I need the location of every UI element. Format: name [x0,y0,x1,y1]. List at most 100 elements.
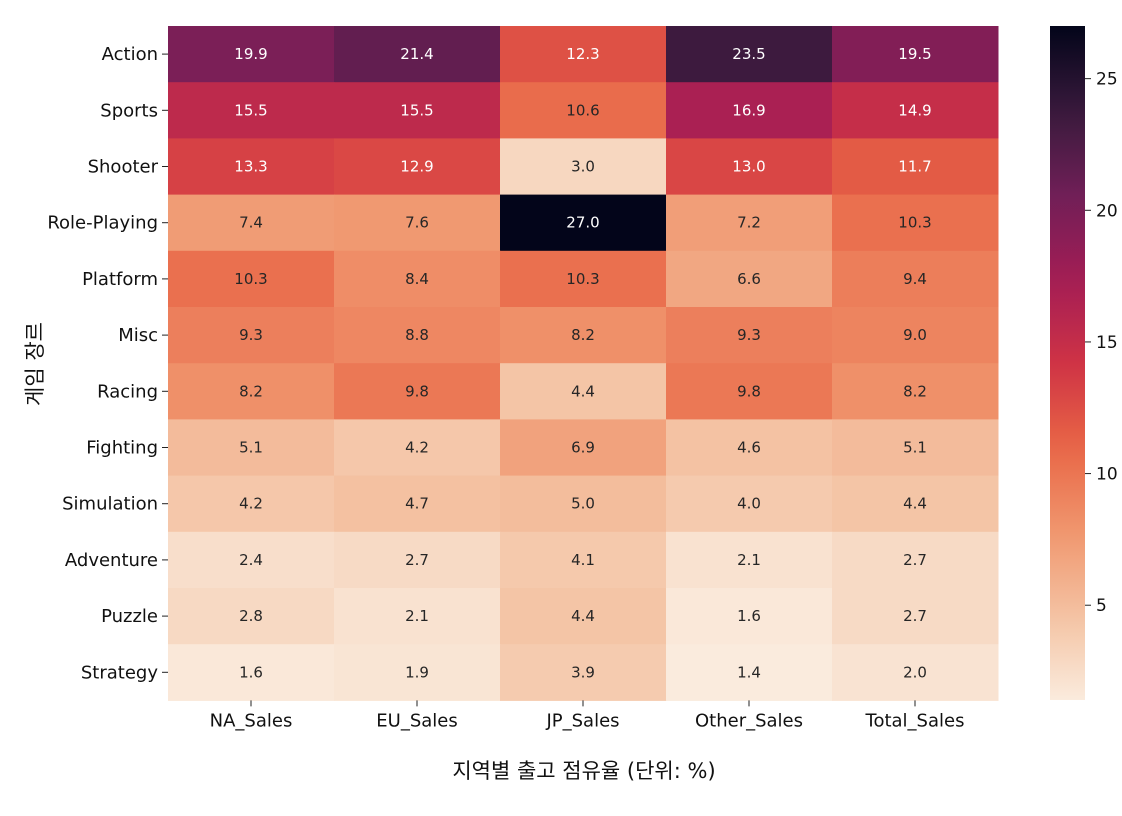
cell-value-label: 4.7 [405,495,429,513]
heatmap-cell [832,138,999,196]
heatmap-cell [168,531,335,589]
heatmap-cell [666,475,833,533]
cell-value-label: 21.4 [400,45,433,63]
y-tick-label: Action [102,44,158,65]
heatmap-cell [334,475,501,533]
x-axis: NA_Sales EU_Sales JP_Sales Other_Sales Total… [210,700,965,731]
cell-value-label: 2.1 [405,607,429,625]
cell-value-label: 19.5 [898,45,931,63]
heatmap-cell [168,363,335,420]
cell-annotations: 19.9 21.4 12.3 23.5 19.5 15.5 15.5 10.6 16.9 14.9… [234,45,931,681]
cell-value-label: 7.4 [239,214,263,232]
cell-value-label: 9.3 [239,326,263,344]
cell-value-label: 12.9 [400,158,433,176]
heatmap-cell [168,194,335,252]
y-tick-label: Racing [97,381,158,402]
cell-value-label: 4.0 [737,495,761,513]
cell-value-label: 1.9 [405,663,429,681]
y-axis-label: 게임 장르 [23,322,47,406]
cell-value-label: 4.4 [571,607,595,625]
cell-value-label: 2.8 [239,607,263,625]
y-tick-label: Adventure [65,550,158,571]
cell-value-label: 4.2 [239,495,263,513]
y-tick-label: Puzzle [101,606,158,627]
heatmap-cell [168,250,335,308]
cell-value-label: 15.5 [234,101,267,119]
heatmap-cell [666,644,833,701]
cell-value-label: 10.3 [234,270,267,288]
cell-value-label: 15.5 [400,101,433,119]
cell-value-label: 2.4 [239,551,263,569]
heatmap-cell [334,194,501,252]
cell-value-label: 9.8 [405,382,429,400]
cell-value-label: 2.7 [903,607,927,625]
heatmap-cell [832,307,999,364]
heatmap-cell [666,250,833,308]
heatmap-cell [832,250,999,308]
heatmap-cell [666,82,833,139]
cell-value-label: 10.3 [566,270,599,288]
x-tick-label: NA_Sales [210,710,293,731]
cell-value-label: 8.2 [903,382,927,400]
heatmap-cell [168,82,335,139]
cell-value-label: 4.4 [903,495,927,513]
cell-value-label: 9.8 [737,382,761,400]
cell-value-label: 23.5 [732,45,765,63]
heatmap-cell [500,419,667,477]
y-tick-label: Platform [82,269,158,290]
heatmap-cell [500,26,667,83]
heatmap-cell [666,194,833,252]
x-tick-label: Total_Sales [865,710,965,731]
heatmap-cell [500,250,667,308]
heatmap-cell [334,588,501,645]
cell-value-label: 10.6 [566,101,599,119]
heatmap-cell [500,363,667,420]
heatmap-cell [334,363,501,420]
heatmap-cell [666,307,833,364]
heatmap-cell [334,26,501,83]
cell-value-label: 3.0 [571,158,595,176]
heatmap-cell [832,82,999,139]
heatmap-cell [832,588,999,645]
cell-value-label: 16.9 [732,101,765,119]
y-tick-label: Misc [118,325,158,346]
heatmap-cell [334,531,501,589]
heatmap-cell [666,531,833,589]
heatmap-cell [500,194,667,252]
cell-value-label: 8.4 [405,270,429,288]
heatmap-cell [500,644,667,701]
colorbar-tick-label: 5 [1096,596,1107,616]
heatmap-cell [666,26,833,83]
heatmap-cell [500,475,667,533]
cell-value-label: 2.0 [903,663,927,681]
cell-value-label: 5.0 [571,495,595,513]
cell-value-label: 27.0 [566,214,599,232]
cell-value-label: 2.1 [737,551,761,569]
cell-value-label: 7.6 [405,214,429,232]
cell-value-label: 13.3 [234,158,267,176]
cell-value-label: 13.0 [732,158,765,176]
cell-value-label: 7.2 [737,214,761,232]
y-tick-label: Shooter [88,157,159,178]
heatmap-cells [168,26,999,701]
colorbar-tick-label: 20 [1096,201,1118,221]
heatmap-cell [334,138,501,196]
cell-value-label: 19.9 [234,45,267,63]
heatmap-cell [168,475,335,533]
cell-value-label: 4.1 [571,551,595,569]
cell-value-label: 8.8 [405,326,429,344]
heatmap-cell [334,644,501,701]
cell-value-label: 8.2 [571,326,595,344]
y-tick-label: Sports [100,100,158,121]
cell-value-label: 5.1 [903,439,927,457]
heatmap-cell [666,138,833,196]
heatmap-cell [334,250,501,308]
cell-value-label: 1.6 [737,607,761,625]
cell-value-label: 4.6 [737,439,761,457]
colorbar-tick-label: 15 [1096,333,1118,353]
cell-value-label: 12.3 [566,45,599,63]
cell-value-label: 11.7 [898,158,931,176]
heatmap-cell [168,588,335,645]
cell-value-label: 2.7 [405,551,429,569]
y-axis: Action Sports Shooter Role-Playing Platform M… [47,44,168,683]
